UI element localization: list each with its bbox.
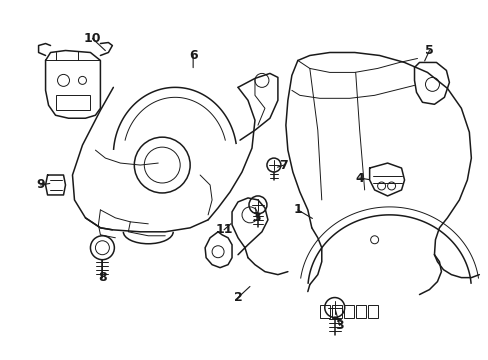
Text: 3: 3 <box>335 319 344 332</box>
Text: 6: 6 <box>188 49 197 62</box>
Bar <box>343 305 353 319</box>
Text: 11: 11 <box>215 223 232 236</box>
Text: 3: 3 <box>252 211 261 224</box>
Text: 5: 5 <box>424 44 433 57</box>
Bar <box>367 305 377 319</box>
Bar <box>319 305 329 319</box>
Text: 1: 1 <box>293 203 302 216</box>
Text: 9: 9 <box>36 179 45 192</box>
Text: 7: 7 <box>279 158 287 172</box>
Text: 10: 10 <box>83 32 101 45</box>
Bar <box>56 95 90 110</box>
Bar <box>331 305 341 319</box>
Text: 8: 8 <box>98 271 106 284</box>
Text: 2: 2 <box>233 291 242 304</box>
Text: 4: 4 <box>355 171 363 185</box>
Bar <box>355 305 365 319</box>
